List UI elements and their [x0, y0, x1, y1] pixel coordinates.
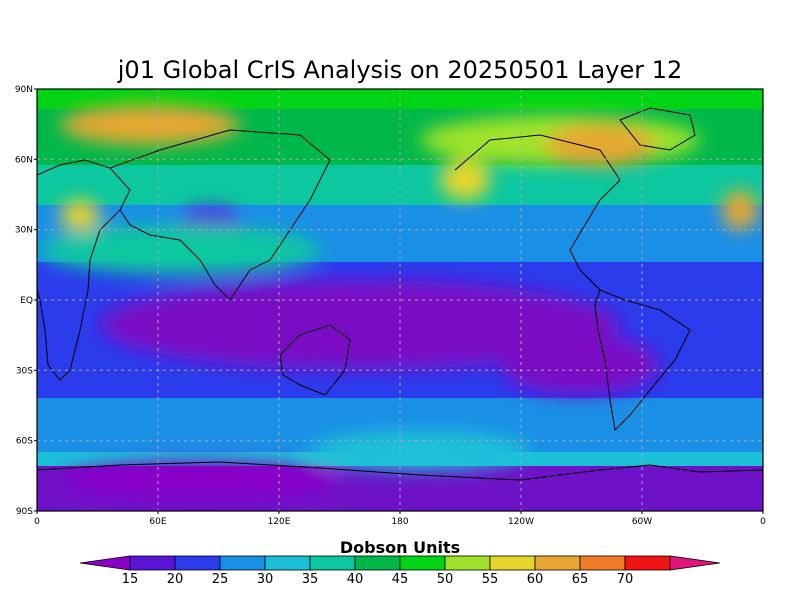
colorbar-segment — [354, 555, 401, 571]
colorbar-segment — [264, 555, 311, 571]
ozone-anomalies — [40, 105, 758, 498]
lat-tick-label: 90S — [16, 507, 33, 517]
map-title: j01 Global CrIS Analysis on 20250501 Lay… — [117, 56, 683, 84]
colorbar-tick-label: 55 — [482, 572, 499, 587]
colorbar-segment — [174, 555, 221, 571]
colorbar-segment — [309, 555, 356, 571]
latitude-tick-labels: 90N 60N 30N EQ 30S 60S 90S — [15, 85, 37, 517]
gridlines — [37, 89, 763, 511]
colorbar-tick-label: 25 — [212, 572, 229, 587]
colorbar-segment — [579, 555, 626, 571]
africa-europe-outline — [37, 159, 131, 381]
colorbar-segment — [219, 555, 266, 571]
asia-outline — [109, 129, 331, 301]
colorbar-tick-label: 45 — [392, 572, 409, 587]
lon-tick-label: 0 — [760, 517, 766, 527]
colorbar-segment — [489, 555, 536, 571]
lon-tick-label: 60W — [632, 517, 652, 527]
colorbar-tick-label: 40 — [347, 572, 364, 587]
colorbar-tick-label: 35 — [302, 572, 319, 587]
colorbar-segment — [399, 555, 446, 571]
colorbar-segment — [624, 555, 671, 571]
lon-tick-label: 120W — [508, 517, 534, 527]
colorbar-title: Dobson Units — [340, 538, 460, 557]
lat-tick-label: 30S — [16, 366, 33, 376]
colorbar-tick-label: 15 — [122, 572, 139, 587]
colorbar-tick-label: 65 — [572, 572, 589, 587]
lat-tick-label: EQ — [20, 296, 33, 306]
colorbar-tick-label: 60 — [527, 572, 544, 587]
longitude-tick-labels: 0 60E 120E 180 120W 60W 0 — [34, 511, 766, 527]
colorbar-segment — [534, 555, 581, 571]
lon-tick-label: 120E — [268, 517, 291, 527]
lat-tick-label: 60S — [16, 437, 33, 447]
greenland-outline — [619, 107, 696, 151]
colorbar-max-arrow — [669, 555, 721, 571]
coastlines — [37, 107, 763, 481]
lat-tick-label: 90N — [15, 85, 33, 95]
lon-tick-label: 60E — [149, 517, 166, 527]
colorbar-tick-label: 20 — [167, 572, 184, 587]
colorbar-labels: 15 20 25 30 35 40 45 50 55 60 65 70 — [122, 572, 634, 587]
lon-tick-label: 0 — [34, 517, 40, 527]
colorbar-segment — [444, 555, 491, 571]
colorbar — [79, 555, 721, 571]
colorbar-segment — [129, 555, 176, 571]
north-america-outline — [454, 134, 621, 291]
colorbar-tick-label: 50 — [437, 572, 454, 587]
lat-tick-label: 60N — [15, 155, 33, 165]
south-america-outline — [594, 289, 691, 432]
colorbar-tick-label: 70 — [617, 572, 634, 587]
colorbar-tick-label: 30 — [257, 572, 274, 587]
lon-tick-label: 180 — [391, 517, 408, 527]
colorbar-min-arrow — [79, 555, 131, 571]
antarctica-outline — [37, 461, 763, 481]
lat-tick-label: 30N — [15, 226, 33, 236]
ozone-map — [37, 89, 763, 511]
